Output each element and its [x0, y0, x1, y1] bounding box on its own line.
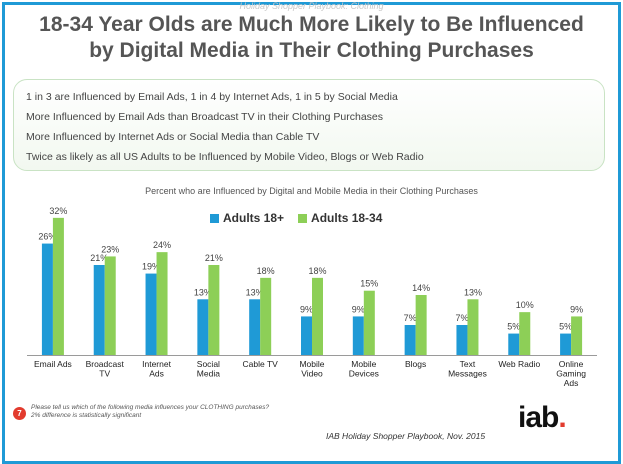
bar-adults-18-34-3 [208, 265, 220, 355]
data-label-adults-18-plus-6: 9% [352, 304, 365, 314]
page-title: 18-34 Year Olds are Much More Likely to … [5, 12, 618, 64]
legend-label-adults-18-34: Adults 18-34 [311, 211, 383, 225]
data-label-adults-18-34-5: 18% [308, 266, 326, 276]
data-label-adults-18-34-1: 23% [101, 244, 119, 254]
data-label-adults-18-plus-7: 7% [404, 313, 417, 323]
bar-adults-18-34-8 [467, 299, 479, 355]
legend-item-adults-18-plus: Adults 18+ [210, 211, 284, 225]
data-label-adults-18-plus-0: 26% [38, 232, 56, 242]
bar-adults-18-plus-1 [93, 265, 105, 355]
category-label-0: Email Ads [34, 359, 72, 369]
category-label-4: Cable TV [243, 359, 279, 369]
legend-swatch-adults-18-34 [298, 213, 308, 223]
source-citation: IAB Holiday Shopper Playbook, Nov. 2015 [326, 431, 486, 441]
data-label-adults-18-34-8: 13% [464, 287, 482, 297]
chart-legend: Adults 18+ Adults 18-34 [210, 211, 382, 225]
data-label-adults-18-34-9: 10% [516, 300, 534, 310]
data-label-adults-18-34-0: 32% [49, 206, 67, 216]
bar-adults-18-34-6 [363, 290, 375, 355]
category-label-1: Broadcast TV [86, 359, 125, 379]
bar-adults-18-plus-0 [41, 243, 53, 355]
data-label-adults-18-plus-5: 9% [300, 304, 313, 314]
data-label-adults-18-34-3: 21% [205, 253, 223, 263]
data-label-adults-18-plus-4: 13% [246, 287, 264, 297]
finding-2: More Influenced by Email Ads than Broadc… [26, 111, 383, 123]
bar-adults-18-plus-4 [249, 299, 261, 355]
footnote-significance: 2% difference is statistically significa… [31, 412, 142, 419]
data-label-adults-18-34-2: 24% [153, 240, 171, 250]
iab-logo: iab. [518, 401, 567, 435]
finding-3: More Influenced by Internet Ads or Socia… [26, 131, 320, 143]
page-number-badge: 7 [13, 407, 26, 420]
data-label-adults-18-34-10: 9% [570, 304, 583, 314]
logo-text: iab [518, 401, 559, 434]
bar-adults-18-plus-9 [508, 333, 520, 355]
bar-adults-18-plus-10 [560, 333, 572, 355]
bar-adults-18-plus-6 [352, 316, 364, 355]
key-findings-box: 1 in 3 are Influenced by Email Ads, 1 in… [13, 79, 605, 171]
data-label-adults-18-plus-3: 13% [194, 287, 212, 297]
bar-adults-18-34-4 [260, 277, 272, 355]
bar-adults-18-plus-7 [404, 325, 416, 355]
legend-label-adults-18-plus: Adults 18+ [223, 211, 285, 225]
bar-adults-18-plus-8 [456, 325, 468, 355]
data-label-adults-18-34-7: 14% [412, 283, 430, 293]
bar-adults-18-plus-2 [145, 273, 157, 355]
bar-adults-18-34-10 [571, 316, 583, 355]
data-label-adults-18-plus-8: 7% [455, 313, 468, 323]
bar-adults-18-plus-5 [301, 316, 312, 355]
data-label-adults-18-plus-9: 5% [507, 322, 520, 332]
bar-adults-18-34-0 [52, 217, 64, 355]
legend-swatch-adults-18-plus [210, 213, 219, 223]
category-label-10: Online Gaming Ads [556, 359, 586, 388]
data-label-adults-18-plus-2: 19% [142, 262, 160, 272]
title-line-2: by Digital Media in Their Clothing Purch… [89, 39, 534, 62]
logo-dot: . [558, 401, 566, 434]
footnote: Please tell us which of the following me… [31, 404, 371, 420]
footnote-question: Please tell us which of the following me… [31, 404, 270, 411]
chart-title: Percent who are Influenced by Digital an… [145, 186, 478, 196]
bar-adults-18-34-7 [415, 295, 427, 355]
data-label-adults-18-34-4: 18% [257, 266, 275, 276]
bar-adults-18-plus-3 [197, 299, 209, 355]
category-label-9: Web Radio [498, 359, 540, 369]
category-label-3: Social Media [197, 359, 220, 379]
category-label-2: Internet Ads [142, 359, 171, 379]
category-label-7: Blogs [405, 359, 426, 369]
finding-1: 1 in 3 are Influenced by Email Ads, 1 in… [26, 91, 398, 103]
data-label-adults-18-plus-10: 5% [559, 322, 572, 332]
watermark-text: Holiday Shopper Playbook: Clothing [239, 1, 384, 11]
finding-4: Twice as likely as all US Adults to be I… [26, 151, 424, 163]
data-label-adults-18-34-6: 15% [360, 279, 378, 289]
category-label-8: Text Messages [448, 359, 487, 379]
bar-adults-18-34-9 [519, 312, 531, 355]
title-line-1: 18-34 Year Olds are Much More Likely to … [39, 13, 584, 36]
bar-adults-18-34-5 [312, 277, 323, 355]
data-label-adults-18-plus-1: 21% [90, 253, 108, 263]
bar-adults-18-34-1 [104, 256, 116, 355]
category-label-5: Mobile Video [299, 359, 324, 379]
legend-item-adults-18-34: Adults 18-34 [298, 211, 382, 225]
category-label-6: Mobile Devices [349, 359, 379, 379]
bar-adults-18-34-2 [156, 252, 168, 355]
